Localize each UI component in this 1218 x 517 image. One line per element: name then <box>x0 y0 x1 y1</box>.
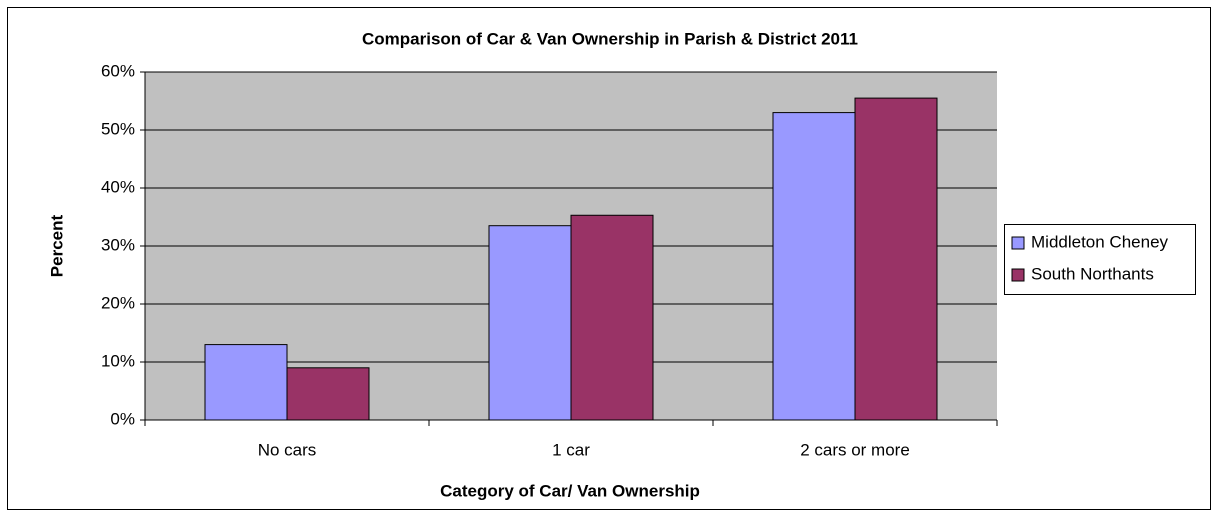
legend-swatch <box>1011 236 1025 250</box>
y-tick-label: 0% <box>110 409 135 428</box>
x-tick-label: 1 car <box>552 440 590 459</box>
x-axis-title: Category of Car/ Van Ownership <box>440 481 700 500</box>
bar <box>204 344 288 421</box>
chart-title: Comparison of Car & Van Ownership in Par… <box>362 29 858 48</box>
bar <box>854 97 938 421</box>
y-axis-title: Percent <box>47 214 66 277</box>
x-tick-label: 2 cars or more <box>800 440 910 459</box>
x-tick-label: No cars <box>258 440 317 459</box>
y-tick-label: 30% <box>101 235 135 254</box>
legend-label: South Northants <box>1031 264 1154 283</box>
bar <box>772 112 856 421</box>
legend-label: Middleton Cheney <box>1031 232 1169 251</box>
legend-swatch <box>1011 268 1025 282</box>
legend-box <box>1004 224 1196 295</box>
y-tick-label: 40% <box>101 177 135 196</box>
bar <box>488 225 572 421</box>
bar <box>286 367 370 421</box>
y-tick-label: 10% <box>101 351 135 370</box>
y-tick-label: 20% <box>101 293 135 312</box>
y-tick-label: 60% <box>101 61 135 80</box>
y-tick-label: 50% <box>101 119 135 138</box>
bar <box>570 214 654 421</box>
